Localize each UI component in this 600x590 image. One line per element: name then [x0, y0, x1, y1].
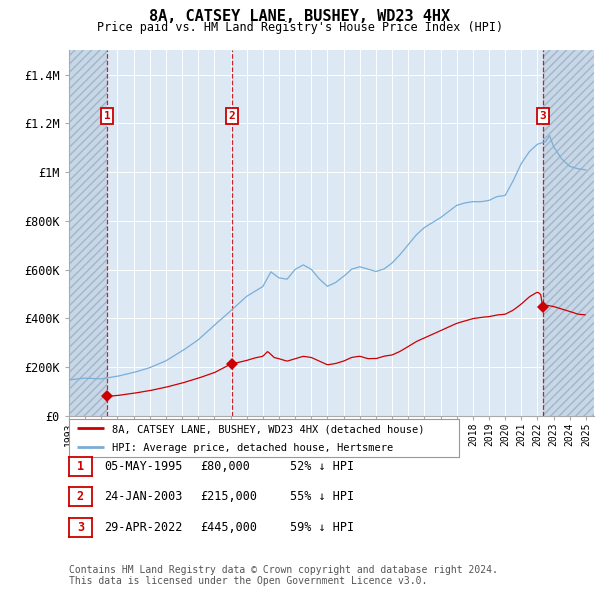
- Text: Contains HM Land Registry data © Crown copyright and database right 2024.: Contains HM Land Registry data © Crown c…: [69, 565, 498, 575]
- Text: 2: 2: [77, 490, 84, 503]
- Text: 59% ↓ HPI: 59% ↓ HPI: [290, 521, 354, 534]
- Text: 29-APR-2022: 29-APR-2022: [104, 521, 182, 534]
- Text: HPI: Average price, detached house, Hertsmere: HPI: Average price, detached house, Hert…: [112, 442, 393, 453]
- Text: 8A, CATSEY LANE, BUSHEY, WD23 4HX (detached house): 8A, CATSEY LANE, BUSHEY, WD23 4HX (detac…: [112, 424, 424, 434]
- Text: 05-MAY-1995: 05-MAY-1995: [104, 460, 182, 473]
- Text: This data is licensed under the Open Government Licence v3.0.: This data is licensed under the Open Gov…: [69, 576, 427, 586]
- Text: 24-JAN-2003: 24-JAN-2003: [104, 490, 182, 503]
- Text: 1: 1: [77, 460, 84, 473]
- Text: 52% ↓ HPI: 52% ↓ HPI: [290, 460, 354, 473]
- Text: 3: 3: [77, 521, 84, 534]
- Text: 8A, CATSEY LANE, BUSHEY, WD23 4HX: 8A, CATSEY LANE, BUSHEY, WD23 4HX: [149, 9, 451, 24]
- Text: £445,000: £445,000: [200, 521, 257, 534]
- Text: £80,000: £80,000: [200, 460, 250, 473]
- Bar: [69, 50, 107, 416]
- Text: Price paid vs. HM Land Registry's House Price Index (HPI): Price paid vs. HM Land Registry's House …: [97, 21, 503, 34]
- Text: 55% ↓ HPI: 55% ↓ HPI: [290, 490, 354, 503]
- Text: 2: 2: [228, 111, 235, 121]
- Text: 1: 1: [104, 111, 110, 121]
- Text: £215,000: £215,000: [200, 490, 257, 503]
- Text: 3: 3: [539, 111, 546, 121]
- Bar: [543, 50, 594, 416]
